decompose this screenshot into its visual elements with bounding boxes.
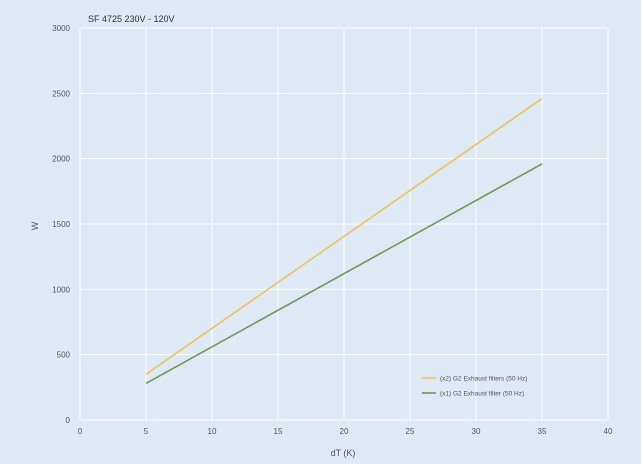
y-axis-ticks: 0 500 1000 1500 2000 2500 3000 [52, 24, 70, 425]
x-tick-label: 30 [472, 427, 481, 436]
x-tick-label: 35 [538, 427, 547, 436]
x-tick-label: 20 [340, 427, 349, 436]
series-line-1 [145, 97, 543, 375]
y-tick-label: 0 [66, 416, 71, 425]
y-axis-label: W [30, 221, 40, 230]
x-tick-label: 25 [406, 427, 415, 436]
x-tick-label: 15 [274, 427, 283, 436]
x-tick-label: 10 [208, 427, 217, 436]
x-axis-ticks: 0 5 10 15 20 25 30 35 40 [78, 427, 613, 436]
x-tick-label: 40 [604, 427, 613, 436]
chart-title: SF 4725 230V - 120V [88, 14, 175, 24]
y-tick-label: 2500 [52, 89, 70, 98]
series-lines [145, 97, 543, 385]
y-tick-label: 1000 [52, 285, 70, 294]
x-tick-label: 5 [144, 427, 149, 436]
legend: (x2) G2 Exhaust filters (50 Hz) (x1) G2 E… [422, 376, 527, 398]
y-tick-label: 1500 [52, 220, 70, 229]
y-tick-label: 2000 [52, 155, 70, 164]
x-axis-label: dT (K) [331, 448, 356, 458]
y-tick-label: 3000 [52, 24, 70, 33]
gridlines [79, 27, 609, 421]
legend-label-2: (x1) G2 Exhaust filter (50 Hz) [440, 391, 524, 398]
y-tick-label: 500 [57, 351, 71, 360]
legend-label-1: (x2) G2 Exhaust filters (50 Hz) [440, 376, 527, 383]
series-line-2 [145, 163, 543, 385]
x-tick-label: 0 [78, 427, 83, 436]
